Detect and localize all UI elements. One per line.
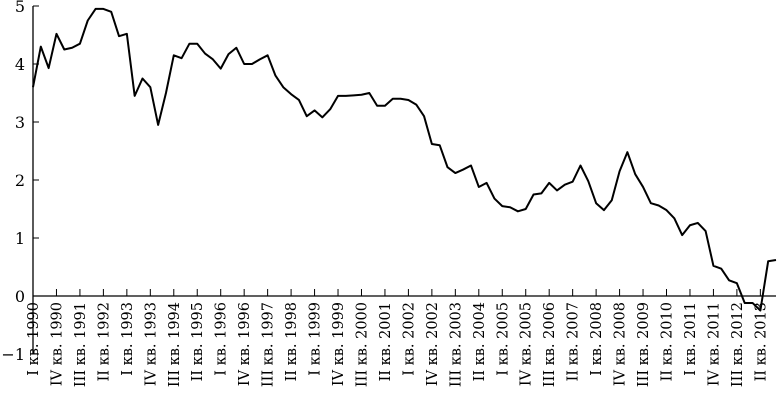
x-tick-label: II кв. 1995 (190, 302, 206, 381)
x-tick-label: III кв. 1997 (261, 302, 277, 387)
y-tick-label: 5 (15, 0, 25, 16)
x-tick-label: II кв. 1998 (284, 302, 300, 381)
series-line (32, 7, 777, 312)
x-tick-label: I кв. 2002 (401, 302, 417, 376)
x-tick-label: I кв. 2011 (683, 302, 699, 376)
x-tick-label: IV кв. 2008 (613, 302, 629, 386)
y-axis-ticks: −1 0 1 2 3 4 5 (1, 0, 39, 364)
x-axis-ticks: I кв. 1990 IV кв. 1990 III кв. 1991 II кв. … (26, 289, 769, 387)
y-tick-label: 2 (15, 171, 25, 190)
x-tick-label: III кв. 2012 (730, 302, 746, 387)
x-tick-label: III кв. 2009 (636, 302, 652, 387)
x-tick-label: II кв. 2004 (472, 302, 488, 381)
x-tick-label: IV кв. 2011 (706, 302, 722, 386)
x-tick-label: IV кв. 1996 (237, 302, 253, 386)
x-tick-label: I кв. 1990 (26, 302, 42, 376)
x-tick-label: I кв. 1999 (308, 302, 324, 376)
y-tick-label: 1 (15, 229, 25, 248)
x-tick-label: IV кв. 2005 (519, 302, 535, 386)
y-tick-label: −1 (1, 345, 25, 364)
x-tick-label: IV кв. 1993 (143, 302, 159, 386)
x-tick-label: III кв. 1994 (167, 302, 183, 387)
x-tick-label: III кв. 2003 (448, 302, 464, 387)
x-tick-label: I кв. 2008 (589, 302, 605, 376)
x-tick-label: II кв. 2001 (378, 302, 394, 381)
y-tick-label: 4 (15, 55, 25, 74)
x-tick-label: III кв. 2000 (354, 302, 370, 387)
y-tick-label: 3 (15, 113, 25, 132)
y-tick-label: 0 (15, 287, 25, 306)
x-tick-label: IV кв. 2002 (425, 302, 441, 386)
x-tick-label: II кв. 2010 (660, 302, 676, 381)
x-tick-label: III кв. 2006 (542, 302, 558, 387)
x-tick-label: IV кв. 1999 (331, 302, 347, 386)
x-tick-label: III кв. 1991 (73, 302, 89, 387)
x-tick-label: IV кв. 1990 (49, 302, 65, 386)
x-tick-label: II кв. 1992 (96, 302, 112, 381)
x-tick-label: I кв. 1996 (214, 302, 230, 376)
x-tick-label: I кв. 2005 (495, 302, 511, 376)
x-tick-label: II кв. 2013 (753, 302, 769, 381)
x-tick-label: I кв. 1993 (120, 302, 136, 376)
x-tick-label: II кв. 2007 (566, 302, 582, 381)
